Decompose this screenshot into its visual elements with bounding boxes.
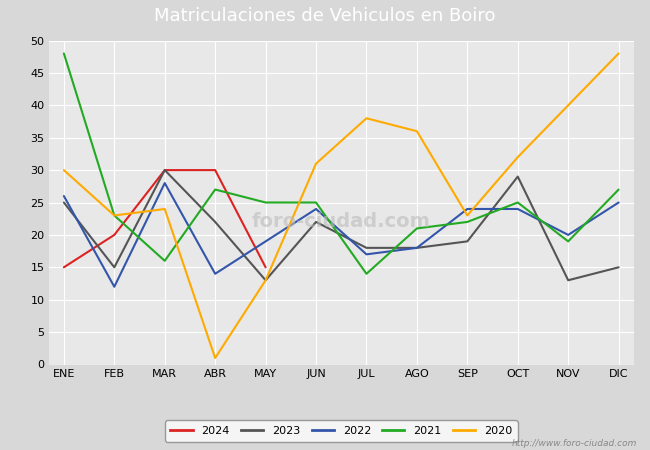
Text: foro-ciudad.com: foro-ciudad.com — [252, 212, 431, 231]
Text: Matriculaciones de Vehiculos en Boiro: Matriculaciones de Vehiculos en Boiro — [154, 7, 496, 25]
Text: http://www.foro-ciudad.com: http://www.foro-ciudad.com — [512, 439, 637, 448]
Legend: 2024, 2023, 2022, 2021, 2020: 2024, 2023, 2022, 2021, 2020 — [165, 420, 517, 441]
